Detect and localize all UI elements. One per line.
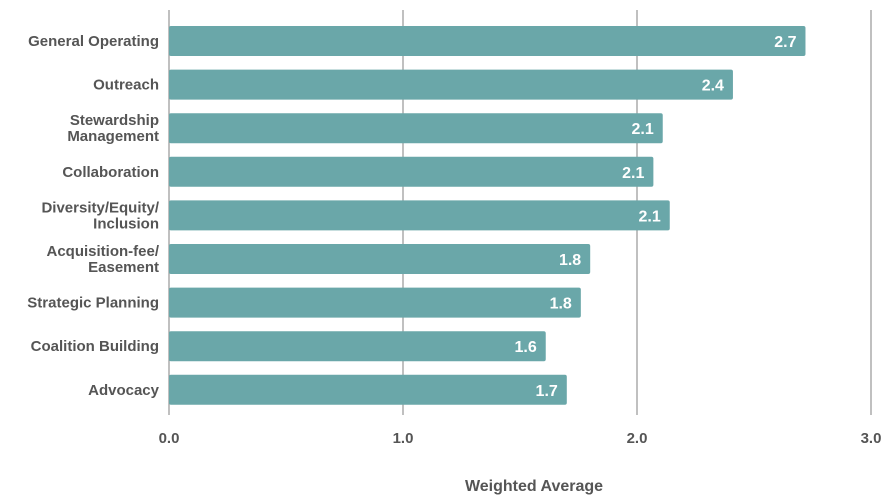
bar [169, 374, 567, 405]
category-label: Diversity/Equity/Inclusion [41, 199, 159, 232]
bar [169, 156, 654, 187]
bar [169, 244, 591, 274]
category-label: Outreach [93, 77, 159, 94]
bar [169, 113, 663, 144]
x-tick-label: 1.0 [393, 430, 414, 447]
category-label: Coalition Building [31, 338, 159, 355]
bar-value-label: 2.1 [622, 165, 644, 182]
x-tick-label: 3.0 [861, 430, 882, 447]
bar-value-label: 2.7 [774, 34, 796, 51]
bar-value-label: 1.7 [536, 383, 558, 400]
x-tick-label: 0.0 [159, 430, 180, 447]
category-labels: General Operating Outreach Stewardship Mana… [27, 33, 160, 399]
x-tick-label: 2.0 [627, 430, 648, 447]
bar-value-label: 2.1 [639, 208, 661, 225]
bar [169, 200, 670, 231]
category-label: Strategic Planning [27, 295, 159, 312]
category-label: Stewardship Management [67, 112, 159, 145]
bars: 2.7 2.4 2.1 2.1 2.1 1.8 1.8 1.6 1.7 [169, 26, 806, 405]
bar-value-label: 2.1 [631, 121, 653, 138]
bar-value-label: 1.8 [559, 252, 581, 269]
bar [169, 287, 581, 318]
bar-value-label: 2.4 [702, 78, 724, 95]
bar [169, 331, 546, 362]
bar-value-label: 1.6 [514, 339, 536, 356]
category-label: Acquisition-fee/Easement [46, 243, 159, 276]
x-axis-title: Weighted Average [465, 478, 603, 495]
x-tick-labels: 0.0 1.0 2.0 3.0 [159, 430, 882, 447]
bar-value-label: 1.8 [550, 296, 572, 313]
category-label: General Operating [28, 33, 159, 50]
bar [169, 69, 733, 100]
bar [169, 26, 806, 56]
category-label: Collaboration [62, 164, 159, 181]
category-label: Advocacy [88, 382, 160, 399]
